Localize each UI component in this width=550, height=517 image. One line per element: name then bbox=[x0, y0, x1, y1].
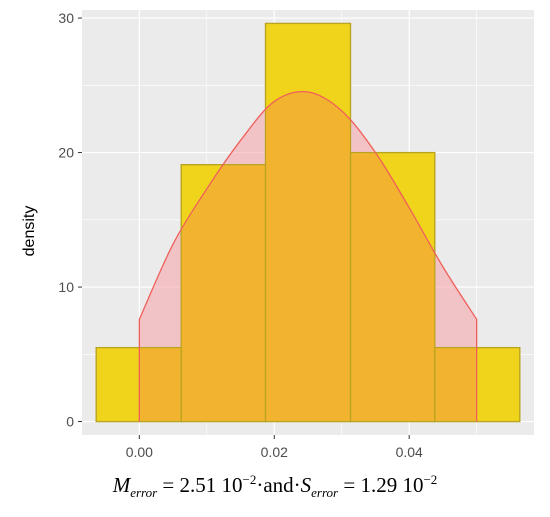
histogram-bar-outline bbox=[434, 346, 521, 423]
y-tick-label: 10 bbox=[58, 279, 74, 295]
sd-subscript: error bbox=[311, 485, 339, 501]
sd-exponent: −2 bbox=[423, 472, 438, 487]
sd-symbol: S bbox=[300, 473, 312, 497]
density-overlap-area bbox=[139, 91, 477, 422]
mean-subscript: error bbox=[130, 485, 158, 501]
y-tick-label: 0 bbox=[66, 414, 74, 430]
y-axis-title: density bbox=[21, 206, 38, 257]
histogram-bar-outline bbox=[349, 151, 436, 423]
x-tick-label: 0.00 bbox=[126, 444, 153, 460]
caption-connector: ·and· bbox=[256, 473, 301, 497]
histogram-chart: 0 10 20 30 0.00 0.02 0.04 density bbox=[21, 10, 534, 460]
axis-ticks: 0 10 20 30 0.00 0.02 0.04 bbox=[58, 10, 423, 460]
x-tick-label: 0.04 bbox=[396, 444, 423, 460]
sd-value: = 1.29 10 bbox=[343, 473, 424, 497]
mean-value: = 2.51 10 bbox=[162, 473, 243, 497]
mean-symbol: M bbox=[112, 473, 131, 497]
y-tick-label: 30 bbox=[58, 10, 74, 26]
mean-exponent: −2 bbox=[242, 472, 257, 487]
density-layer bbox=[95, 22, 521, 423]
statistics-caption: Merror = 2.51 10−2·and·Serror = 1.29 10−… bbox=[0, 472, 550, 501]
y-tick-label: 20 bbox=[58, 145, 74, 161]
density-curve-line bbox=[138, 91, 478, 422]
x-tick-label: 0.02 bbox=[261, 444, 288, 460]
